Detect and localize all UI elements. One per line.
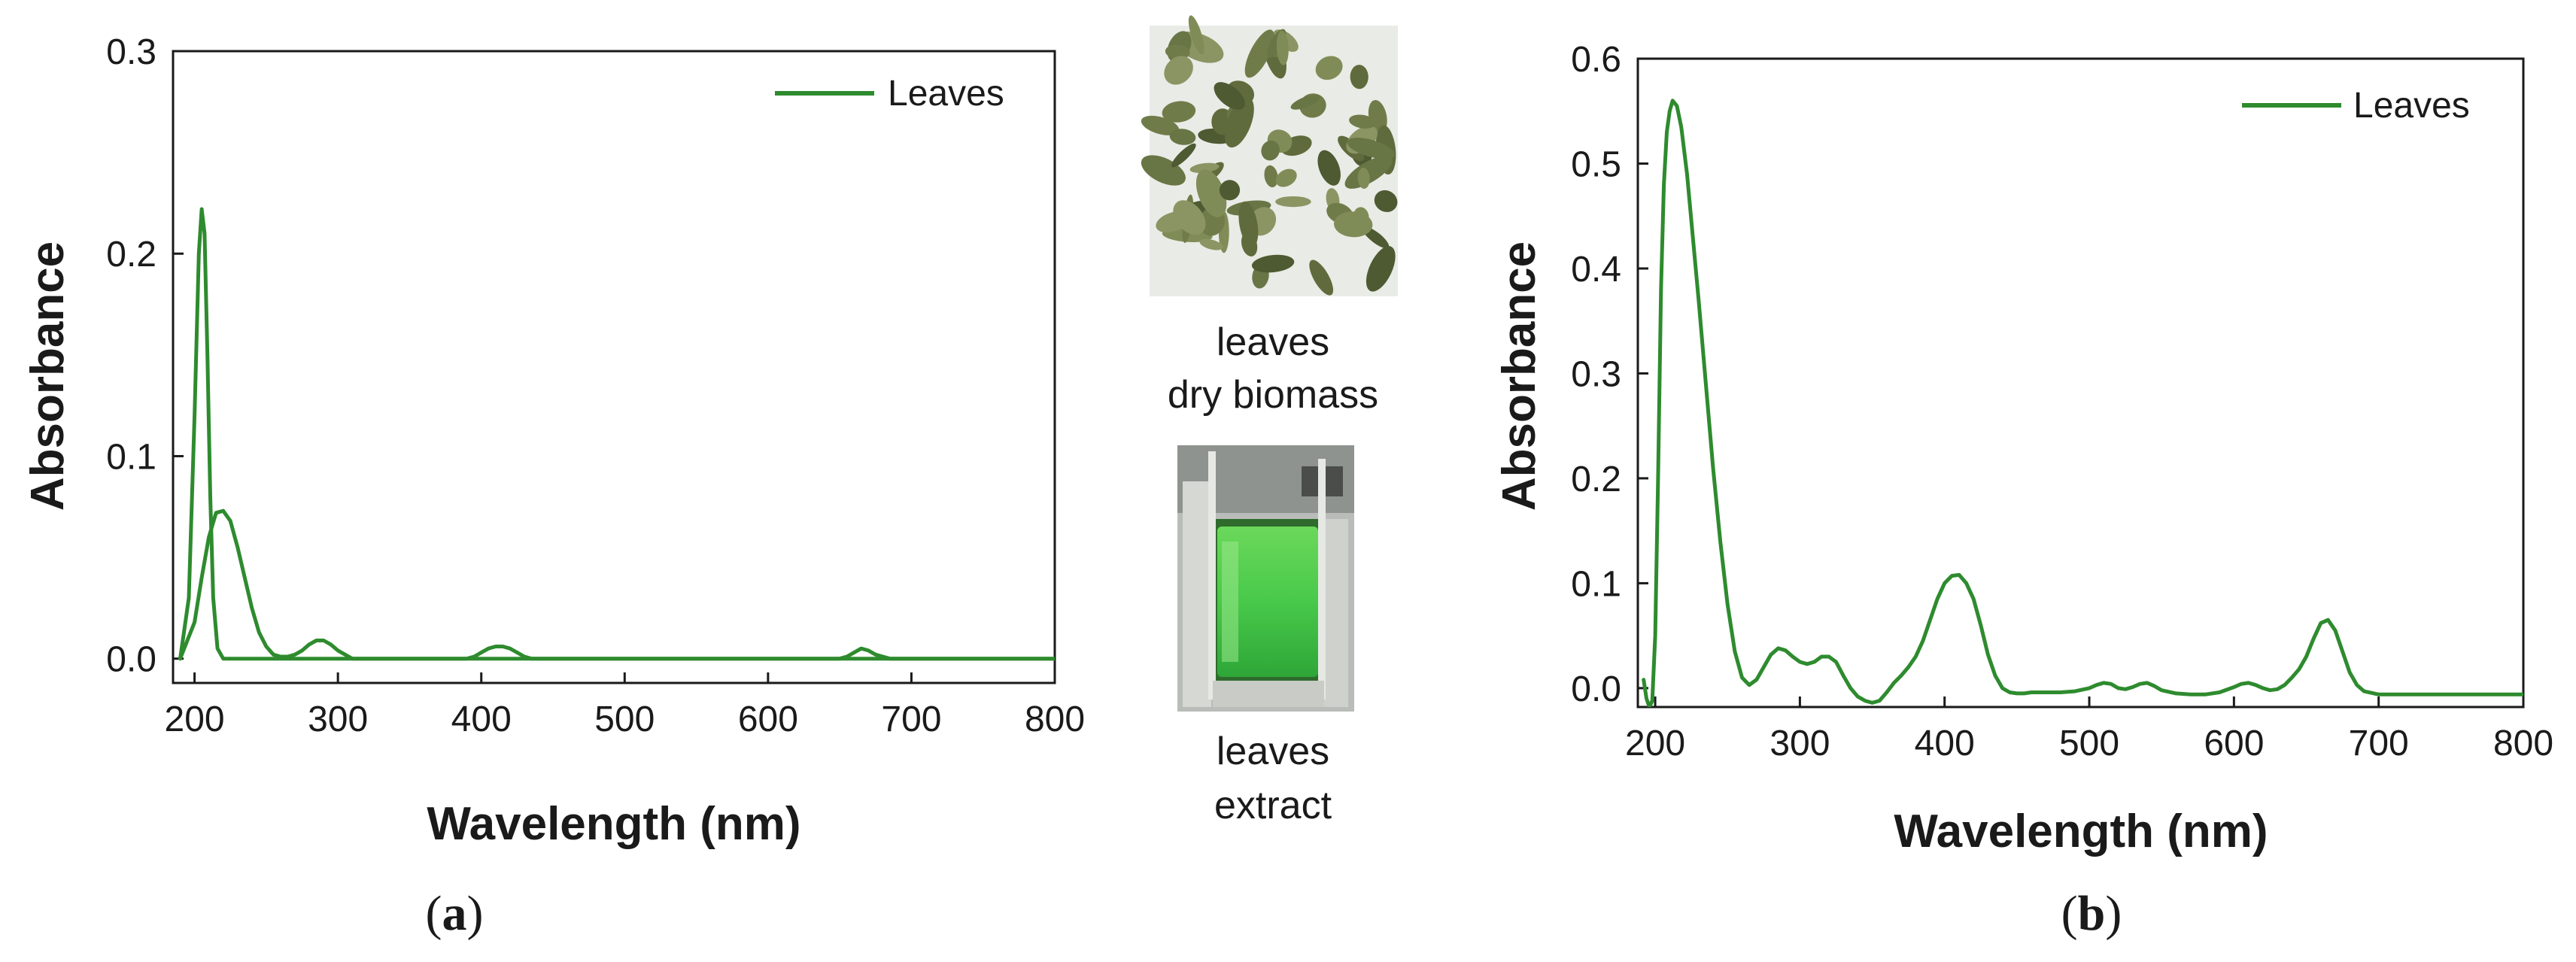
x-tick-label: 800 xyxy=(1025,699,1085,739)
leaf-flake xyxy=(1264,165,1278,188)
leaf-flake xyxy=(1224,96,1254,148)
y-tick-label: 0.1 xyxy=(106,437,156,477)
panel-label-b: (b) xyxy=(2061,886,2122,941)
x-tick-label: 300 xyxy=(1769,724,1830,763)
photos: leaves dry biomass leaves extract xyxy=(1141,15,1398,827)
leaf-flake xyxy=(1334,211,1373,238)
leaf-flake xyxy=(1275,168,1297,187)
leaf-flake xyxy=(1357,168,1370,189)
leaf-flake xyxy=(1290,95,1320,110)
legend-a: Leaves xyxy=(775,74,1004,114)
x-tick-label: 600 xyxy=(738,699,798,739)
panel-label-a-close: ) xyxy=(467,886,484,941)
extract-photo xyxy=(1177,445,1354,712)
leaf-flake xyxy=(1275,196,1311,208)
leaf-flake xyxy=(1214,82,1245,110)
leaf-flake xyxy=(1173,200,1206,235)
x-tick-label: 500 xyxy=(2059,724,2119,763)
leaf-flake xyxy=(1349,114,1376,129)
y-tick-label: 0.1 xyxy=(1571,564,1621,604)
leaf-flake xyxy=(1165,44,1190,59)
panel-label-a-letter: a xyxy=(442,886,467,941)
x-tick-label: 700 xyxy=(881,699,941,739)
leaf-flake xyxy=(1188,15,1204,55)
panel-label-b-letter: b xyxy=(2078,886,2106,941)
photo-top-caption-line2: dry biomass xyxy=(1168,373,1378,417)
a-x-axis-title: Wavelength (nm) xyxy=(427,798,800,850)
leaf-flake xyxy=(1276,30,1289,65)
a-ticks: 200 300 400 500 600 700 800 0.0 0.1 0.2 0.3 xyxy=(106,32,1085,739)
x-tick-label: 400 xyxy=(451,699,512,739)
a-series xyxy=(178,207,1055,661)
leaf-flake xyxy=(1171,143,1196,168)
y-tick-label: 0.4 xyxy=(1571,250,1621,290)
legend-b: Leaves xyxy=(2242,86,2470,126)
leaf-flake xyxy=(1189,162,1220,173)
plot-frame-b xyxy=(1636,57,2525,709)
y-tick-label: 0.3 xyxy=(106,32,156,72)
leaf-flake xyxy=(1164,56,1193,85)
y-tick-label: 0.0 xyxy=(1571,669,1621,709)
b-y-axis-title: Absorbance xyxy=(1493,241,1545,511)
y-tick-label: 0.2 xyxy=(1571,460,1621,499)
x-tick-label: 200 xyxy=(165,699,225,739)
leaf-flake xyxy=(1309,259,1334,296)
x-tick-label: 500 xyxy=(594,699,655,739)
leaf-flake xyxy=(1374,190,1398,212)
leaf-flake xyxy=(1169,129,1196,145)
leaf-flake xyxy=(1162,101,1196,123)
leaf-flake xyxy=(1261,140,1280,161)
plot-frame-a xyxy=(172,50,1056,684)
photo-bottom-caption-line1: leaves xyxy=(1217,730,1329,773)
leaf-flake xyxy=(1347,138,1395,159)
leaf-flake xyxy=(1315,56,1343,80)
dry-biomass-photo xyxy=(1141,15,1398,296)
series-line-1 xyxy=(178,207,1055,661)
leaf-flake xyxy=(1241,232,1258,256)
y-tick-label: 0.2 xyxy=(106,235,156,275)
b-ticks: 200 300 400 500 600 700 800 0.0 0.1 0.2 0.3 0.4 0.5 0… xyxy=(1571,40,2553,763)
x-tick-label: 800 xyxy=(2493,724,2553,763)
leaf-flake xyxy=(1365,246,1396,292)
x-tick-label: 400 xyxy=(1915,724,1975,763)
series-line-2 xyxy=(178,508,1055,661)
chart-b: 200 300 400 500 600 700 800 0.0 0.1 0.2 0.3 0.4 0.5 0… xyxy=(1493,40,2553,857)
series-line-1 xyxy=(1642,99,2523,707)
leaf-flake xyxy=(1199,238,1223,250)
x-tick-label: 700 xyxy=(2349,724,2409,763)
panel-label-a: (a) xyxy=(426,886,484,941)
photo-bottom-caption-line2: extract xyxy=(1214,784,1332,827)
leaf-flake xyxy=(1251,254,1295,273)
chart-a: 200 300 400 500 600 700 800 0.0 0.1 0.2 0.3 Leaves… xyxy=(22,32,1085,850)
legend-b-label: Leaves xyxy=(2353,86,2470,126)
a-y-axis-title: Absorbance xyxy=(22,241,74,511)
leaf-flake xyxy=(1141,155,1186,186)
photo-top-caption-line1: leaves xyxy=(1217,320,1329,364)
x-tick-label: 300 xyxy=(308,699,368,739)
leaf-flake xyxy=(1244,29,1274,78)
legend-a-label: Leaves xyxy=(888,74,1004,114)
x-tick-label: 200 xyxy=(1625,724,1685,763)
y-tick-label: 0.3 xyxy=(1571,354,1621,394)
leaf-flake xyxy=(1219,180,1241,201)
y-tick-label: 0.6 xyxy=(1571,40,1621,80)
panel-label-b-open: ( xyxy=(2061,886,2078,941)
panel-label-b-close: ) xyxy=(2105,886,2122,941)
b-x-axis-title: Wavelength (nm) xyxy=(1894,806,2268,857)
y-tick-label: 0.5 xyxy=(1571,144,1621,184)
panel-label-a-open: ( xyxy=(426,886,442,941)
y-tick-label: 0.0 xyxy=(106,640,156,680)
leaf-flake xyxy=(1317,150,1341,186)
leaf-flake xyxy=(1350,65,1368,90)
b-series xyxy=(1642,99,2523,707)
leaf-flakes xyxy=(1141,15,1398,296)
leaf-flake xyxy=(1195,169,1227,217)
x-tick-label: 600 xyxy=(2204,724,2264,763)
